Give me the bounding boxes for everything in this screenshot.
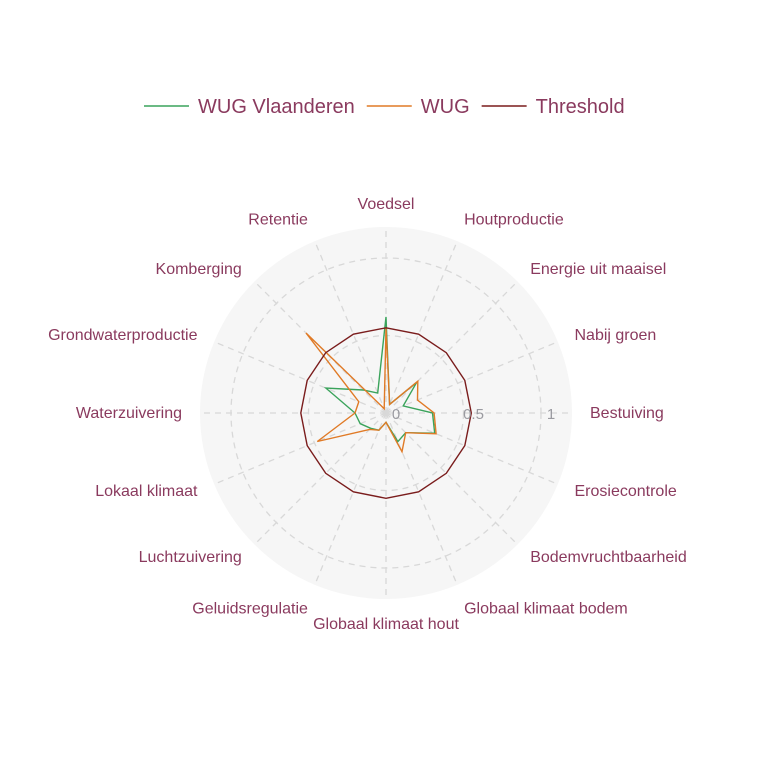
spoke-globaal-klimaat-bodem: [385, 412, 458, 586]
spoke-grondwaterproductie: [213, 341, 387, 414]
axis-label-nabij-groen: Nabij groen: [575, 327, 657, 344]
axis-label-komberging: Komberging: [156, 261, 242, 278]
axis-label-geluidsregulatie: Geluidsregulatie: [192, 601, 308, 618]
axis-label-bodemvruchtbaarheid: Bodemvruchtbaarheid: [530, 549, 687, 566]
axis-label-voedsel: Voedsel: [358, 196, 415, 213]
tick-label-0: 0: [392, 406, 400, 423]
axis-label-energie-uit-maaisel: Energie uit maaisel: [530, 261, 666, 278]
legend-label-wug: WUG: [421, 96, 470, 118]
spoke-retentie: [314, 240, 387, 414]
axis-label-bestuiving: Bestuiving: [590, 405, 664, 422]
axis-label-waterzuivering: Waterzuivering: [76, 405, 182, 422]
axis-label-luchtzuivering: Luchtzuivering: [139, 549, 242, 566]
axis-label-retentie: Retentie: [248, 212, 308, 229]
axis-label-lokaal-klimaat: Lokaal klimaat: [95, 483, 198, 500]
axis-labels: Voedsel Houtproductie Energie uit maaisel N…: [48, 196, 687, 633]
series-threshold: [300, 327, 473, 500]
series-wug: [305, 327, 437, 454]
axis-label-houtproductie: Houtproductie: [464, 212, 564, 229]
grid-circle-2: [230, 257, 542, 569]
tick-label-1: 0.5: [463, 406, 484, 423]
series-layer: [300, 316, 473, 500]
legend-label-threshold: Threshold: [536, 96, 625, 118]
grid-layer: [200, 227, 572, 599]
axis-label-globaal-klimaat-bodem: Globaal klimaat bodem: [464, 601, 628, 618]
axis-label-globaal-klimaat-hout: Globaal klimaat hout: [313, 616, 459, 633]
legend: WUG Vlaanderen WUG Threshold: [144, 96, 625, 118]
spoke-lokaal-klimaat: [213, 412, 387, 485]
legend-label-wug-vlaanderen: WUG Vlaanderen: [198, 96, 355, 118]
axis-label-erosiecontrole: Erosiecontrole: [575, 483, 677, 500]
axis-label-grondwaterproductie: Grondwaterproductie: [48, 327, 198, 344]
spoke-houtproductie: [385, 240, 458, 414]
spoke-nabij-groen: [385, 341, 559, 414]
tick-label-2: 1: [547, 406, 555, 423]
spoke-geluidsregulatie: [314, 412, 387, 586]
radial-ticks: 0 0.5 1: [392, 406, 555, 423]
